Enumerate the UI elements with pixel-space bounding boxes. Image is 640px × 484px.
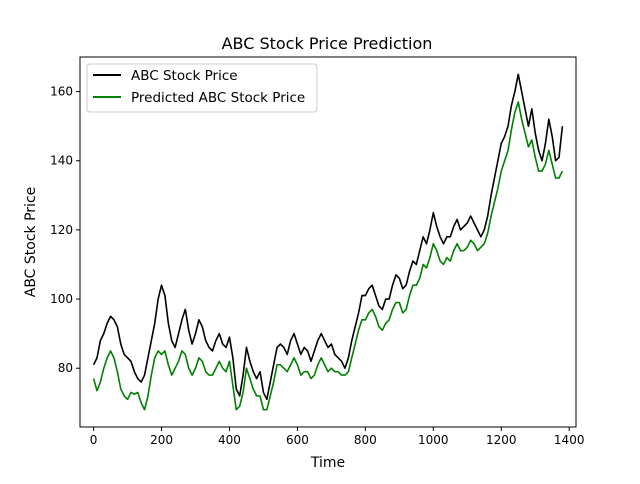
y-tick-label: 80 xyxy=(58,361,73,375)
x-tick-label: 1200 xyxy=(486,433,517,447)
x-tick-label: 800 xyxy=(354,433,377,447)
y-axis-ticks: 80 100 120 140 160 xyxy=(50,85,80,375)
x-tick-label: 600 xyxy=(286,433,309,447)
y-tick-label: 120 xyxy=(50,223,73,237)
axes-frame xyxy=(79,56,577,428)
series-line-predicted xyxy=(92,101,564,411)
legend: ABC Stock Price Predicted ABC Stock Pric… xyxy=(86,63,318,113)
series-group xyxy=(92,73,564,411)
series-line-actual xyxy=(92,73,564,401)
x-axis-ticks: 0 200 400 600 800 1000 1200 1400 xyxy=(90,427,585,447)
chart-title: ABC Stock Price Prediction xyxy=(222,34,433,53)
x-tick-label: 400 xyxy=(218,433,241,447)
y-axis-label: ABC Stock Price xyxy=(23,187,39,298)
plot-area xyxy=(79,56,577,428)
y-tick-label: 100 xyxy=(50,292,73,306)
legend-label-predicted: Predicted ABC Stock Price xyxy=(131,90,305,106)
y-tick-label: 160 xyxy=(50,85,73,99)
legend-box xyxy=(86,63,318,113)
x-tick-label: 1400 xyxy=(554,433,585,447)
x-tick-label: 200 xyxy=(150,433,173,447)
legend-label-actual: ABC Stock Price xyxy=(131,68,238,84)
x-axis-label: Time xyxy=(310,455,345,471)
x-tick-label: 1000 xyxy=(418,433,449,447)
y-tick-label: 140 xyxy=(50,154,73,168)
x-tick-label: 0 xyxy=(90,433,98,447)
